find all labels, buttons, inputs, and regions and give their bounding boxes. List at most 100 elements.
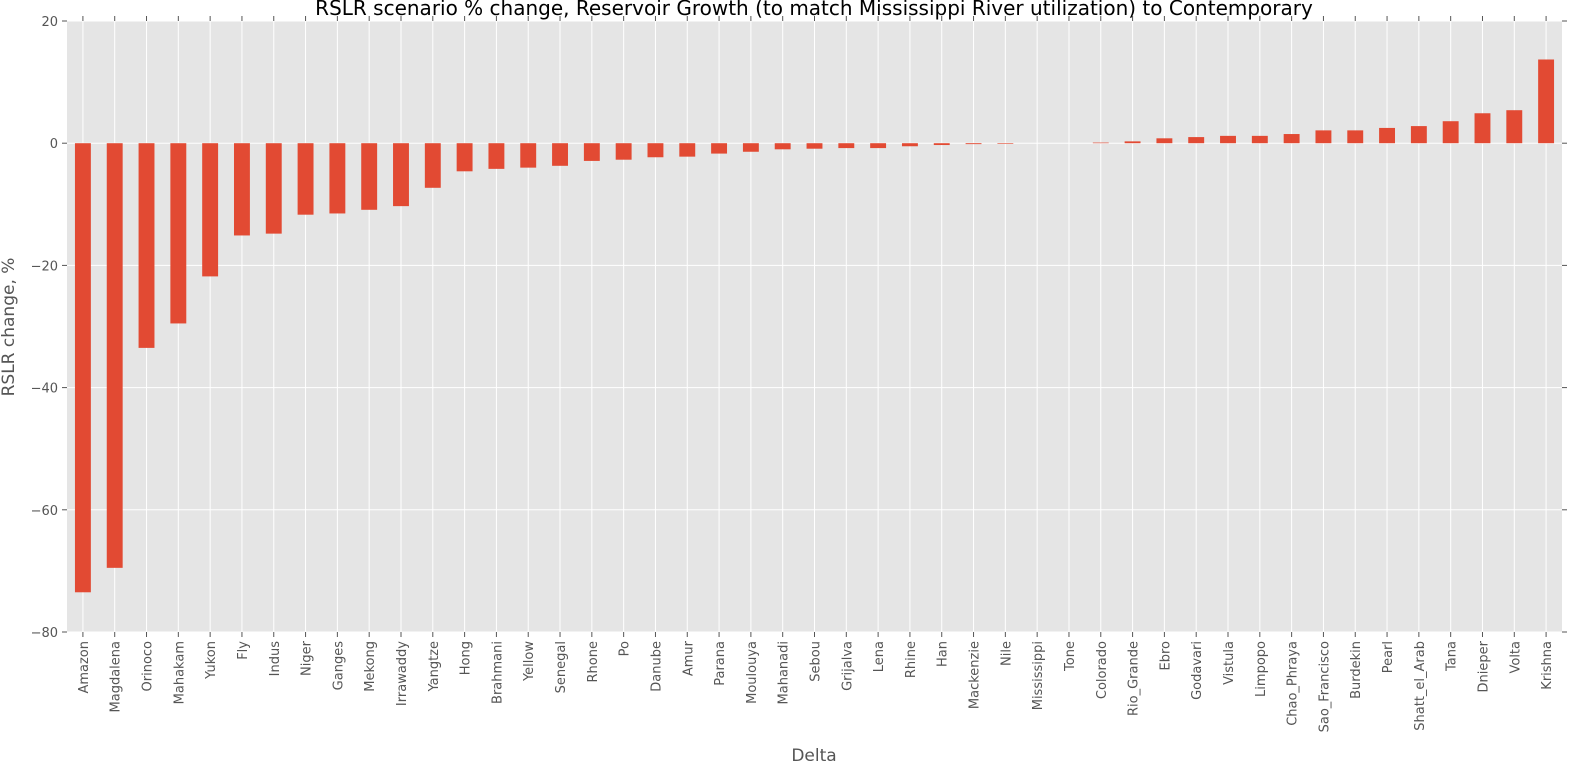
x-tick-label: Indus [268, 641, 283, 677]
bar-parana [711, 143, 728, 154]
x-tick-label: Krishna [1540, 641, 1555, 690]
x-tick-label: Irrawaddy [395, 641, 410, 706]
bar-yukon [202, 143, 219, 277]
bar-brahmani [488, 143, 505, 169]
bar-shatt_el_arab [1410, 126, 1427, 144]
bar-rhine [901, 143, 918, 147]
x-tick-label: Dnieper [1476, 640, 1491, 692]
bar-ganges [329, 143, 346, 214]
x-tick-label: Tone [1063, 641, 1078, 672]
bar-rhone [583, 143, 600, 161]
chart-title: RSLR scenario % change, Reservoir Growth… [315, 0, 1313, 20]
x-tick-label: Vistula [1222, 641, 1237, 685]
grid-lines [67, 20, 1562, 633]
x-tick-label: Po [618, 641, 633, 656]
bar-han [933, 143, 950, 146]
x-tick-label: Ganges [331, 641, 346, 691]
x-tick-label: Grijalva [840, 641, 855, 691]
x-tick-label: Yellow [522, 641, 537, 682]
bar-hong [456, 143, 473, 172]
bar-krishna [1538, 59, 1555, 144]
x-tick-label: Pearl [1381, 641, 1396, 673]
bar-grijalva [838, 143, 855, 149]
x-tick-label: Sao_Francisco [1317, 641, 1332, 732]
bar-godavari [1188, 137, 1205, 144]
bar-rio_grande [1124, 141, 1141, 144]
x-tick-label: Mahanadi [777, 641, 792, 704]
bar-burdekin [1347, 130, 1364, 144]
y-axis-label: RSLR change, % [0, 258, 19, 397]
bar-yellow [520, 143, 537, 168]
bar-irrawaddy [393, 143, 409, 207]
x-tick-label: Amazon [77, 641, 92, 694]
bar-vistula [1220, 135, 1236, 144]
bar-niger [297, 143, 314, 215]
x-tick-label: Limpopo [1254, 641, 1269, 697]
bar-dnieper [1474, 113, 1491, 144]
y-tick-label: 0 [50, 137, 58, 152]
x-tick-label: Chao_Phraya [1286, 641, 1301, 726]
y-tick-label: −40 [31, 382, 58, 397]
x-axis-ticks: Amazon Magdalena Orinoco Mahakam Yukon Fly Ind… [77, 16, 1555, 732]
x-tick-label: Sebou [809, 641, 824, 682]
bar-yangtze [424, 143, 441, 188]
x-tick-label: Magdalena [109, 641, 124, 712]
x-axis-label: Delta [791, 746, 836, 766]
x-tick-label: Mackenzie [968, 641, 983, 709]
bar-mekong [361, 143, 378, 210]
y-tick-label: −80 [31, 626, 58, 641]
x-tick-label: Mahakam [172, 641, 187, 704]
bar-po [615, 143, 632, 160]
bar-nile [997, 143, 1014, 144]
bar-chao_phraya [1283, 134, 1300, 144]
x-tick-label: Amur [681, 640, 696, 676]
bar-lena [870, 143, 887, 149]
x-tick-label: Han [936, 641, 951, 667]
x-tick-label: Yukon [204, 641, 219, 680]
x-tick-label: Orinoco [141, 641, 156, 692]
bar-orinoco [138, 143, 155, 348]
x-tick-label: Senegal [554, 641, 569, 693]
x-tick-label: Rhone [586, 641, 601, 682]
x-tick-label: Brahmani [490, 641, 505, 704]
x-tick-label: Lena [872, 641, 887, 672]
bar-fly [233, 143, 250, 236]
y-tick-label: −20 [31, 259, 58, 274]
x-tick-label: Mekong [363, 641, 378, 692]
bar-magdalena [106, 143, 123, 568]
bar-mahakam [170, 143, 187, 324]
bar-limpopo [1251, 135, 1268, 144]
bar-amur [679, 143, 696, 157]
x-tick-label: Nile [999, 641, 1014, 666]
bar-sao_francisco [1315, 130, 1332, 144]
bar-sebou [806, 143, 823, 149]
x-tick-label: Shatt_el_Arab [1413, 641, 1428, 731]
bar-mahanadi [774, 143, 791, 150]
x-tick-label: Moulouya [745, 641, 760, 704]
x-tick-label: Rio_Grande [1127, 641, 1142, 716]
x-tick-label: Niger [300, 640, 315, 676]
bar-colorado [1092, 142, 1109, 144]
bars [74, 59, 1555, 593]
bar-moulouya [742, 143, 759, 152]
bar-mackenzie [965, 143, 982, 145]
x-tick-label: Ebro [1158, 641, 1173, 671]
x-tick-label: Tana [1445, 641, 1460, 672]
x-tick-label: Burdekin [1349, 641, 1364, 699]
x-tick-label: Danube [649, 641, 664, 692]
bar-senegal [552, 143, 568, 166]
bar-ebro [1156, 138, 1173, 144]
y-tick-label: 20 [41, 15, 58, 30]
x-tick-label: Godavari [1190, 641, 1205, 700]
x-tick-label: Volta [1508, 641, 1523, 674]
bar-danube [647, 143, 664, 158]
y-axis-ticks: −80 −60 −40 −20 0 20 [31, 15, 1567, 641]
x-tick-label: Rhine [904, 641, 919, 678]
x-tick-label: Hong [459, 641, 474, 675]
x-tick-label: Parana [713, 641, 728, 686]
bar-amazon [74, 143, 91, 593]
bar-pearl [1379, 127, 1396, 144]
x-tick-label: Colorado [1095, 641, 1110, 699]
